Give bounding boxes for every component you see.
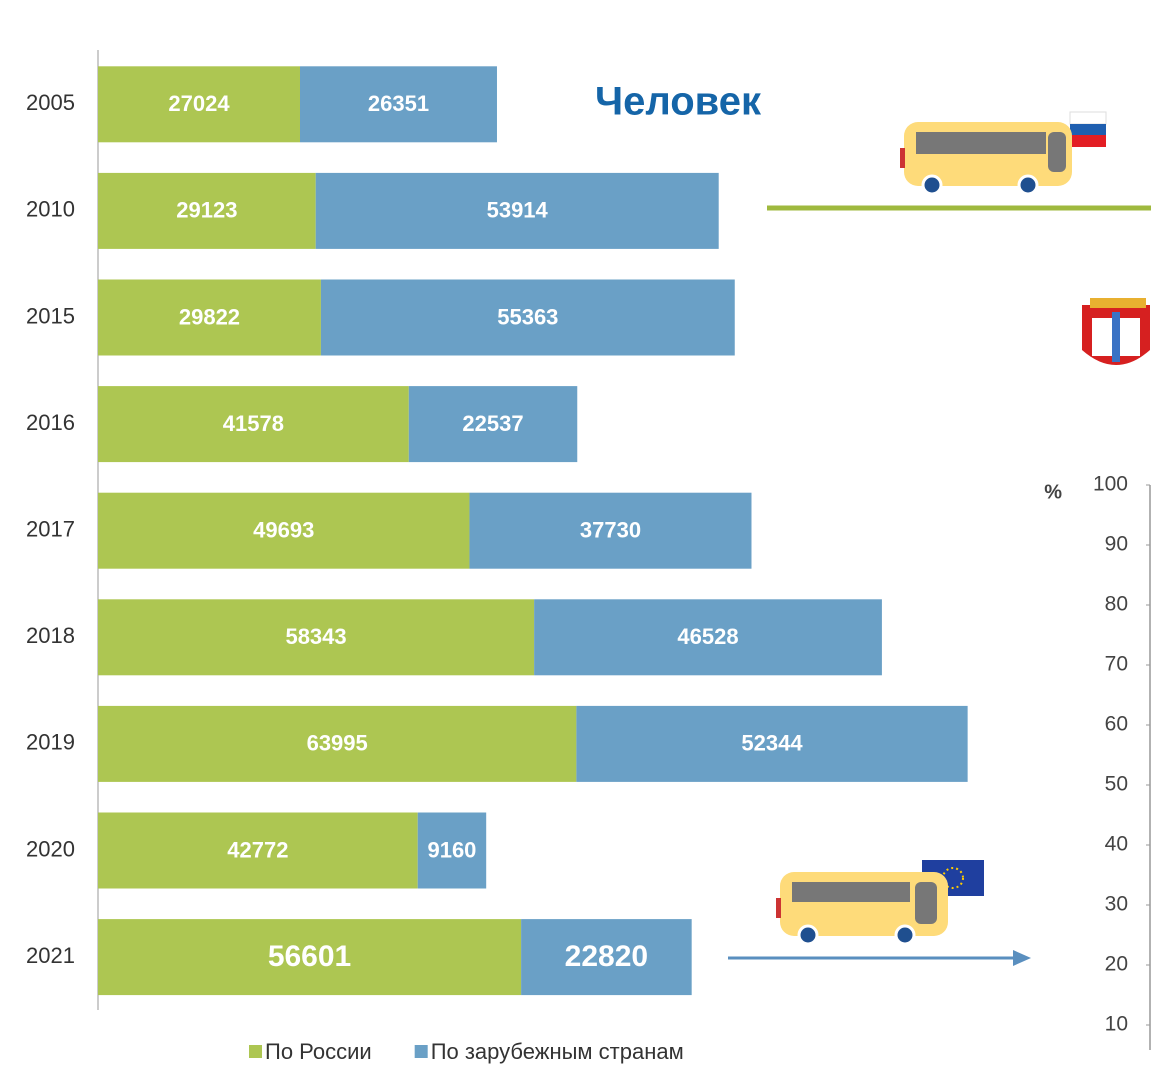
value-label: 27024 [168, 91, 230, 116]
bar-segment [534, 599, 882, 676]
value-label: 9160 [427, 837, 476, 862]
y-tick-label: 2020 [26, 836, 75, 861]
y-tick-label: 2016 [26, 410, 75, 435]
y2-tick-label: 90 [1105, 533, 1128, 556]
value-label: 37730 [580, 518, 641, 543]
bar-segment [408, 386, 578, 463]
value-label: 46528 [677, 624, 738, 649]
y-tick-label: 2005 [26, 90, 75, 115]
bar-segment [469, 492, 752, 569]
value-label: 58343 [285, 624, 346, 649]
y-tick-label: 2021 [26, 943, 75, 968]
bar-segment [521, 919, 692, 996]
bar-segment [98, 279, 321, 356]
bar-segment [300, 66, 497, 143]
bar-segment [320, 279, 735, 356]
value-label: 29123 [176, 198, 237, 223]
y2-axis-label: % [1044, 481, 1062, 503]
y-tick-label: 2019 [26, 730, 75, 755]
value-label: 26351 [368, 91, 429, 116]
y2-tick-label: 70 [1105, 653, 1128, 676]
bar-segment [98, 386, 409, 463]
value-label: 22537 [462, 411, 523, 436]
bus-icon [900, 111, 1107, 196]
bar-segment [98, 492, 470, 569]
bar-segment [98, 705, 577, 782]
y2-tick-label: 60 [1105, 713, 1128, 736]
value-label: 52344 [741, 731, 803, 756]
legend-swatch [414, 1045, 428, 1058]
legend-label: По зарубежным странам [431, 1039, 684, 1064]
value-label: 41578 [223, 411, 284, 436]
y2-tick-label: 40 [1105, 833, 1128, 856]
y2-tick-label: 80 [1105, 593, 1128, 616]
value-label: 63995 [307, 731, 368, 756]
bar-segment [576, 705, 968, 782]
y-tick-label: 2017 [26, 517, 75, 542]
y2-tick-label: 20 [1105, 953, 1128, 976]
bar-segment [98, 812, 418, 889]
y2-tick-label: 10 [1105, 1013, 1128, 1036]
y2-tick-label: 50 [1105, 773, 1128, 796]
bar-segment [98, 599, 535, 676]
arrow-head [1013, 950, 1031, 966]
y2-tick-label: 30 [1105, 893, 1128, 916]
value-label: 29822 [179, 304, 240, 329]
bar-segment [417, 812, 487, 889]
bar-segment [98, 66, 301, 143]
legend-label: По России [265, 1039, 372, 1064]
coat-of-arms [1082, 298, 1150, 365]
legend-swatch [249, 1045, 262, 1058]
bus-icon [776, 860, 984, 946]
value-label: 49693 [253, 518, 314, 543]
bar-segment [98, 172, 316, 249]
y2-tick-label: 100 [1093, 473, 1128, 496]
y-tick-label: 2015 [26, 303, 75, 328]
bar-segment [98, 919, 522, 996]
value-label: 55363 [497, 304, 558, 329]
bar-segment [315, 172, 719, 249]
y-tick-label: 2010 [26, 197, 75, 222]
value-label: 53914 [487, 198, 549, 223]
chart-title: Человек [595, 80, 762, 124]
value-label: 56601 [268, 940, 351, 973]
y-tick-label: 2018 [26, 623, 75, 648]
value-label: 42772 [227, 837, 288, 862]
value-label: 22820 [565, 940, 648, 973]
